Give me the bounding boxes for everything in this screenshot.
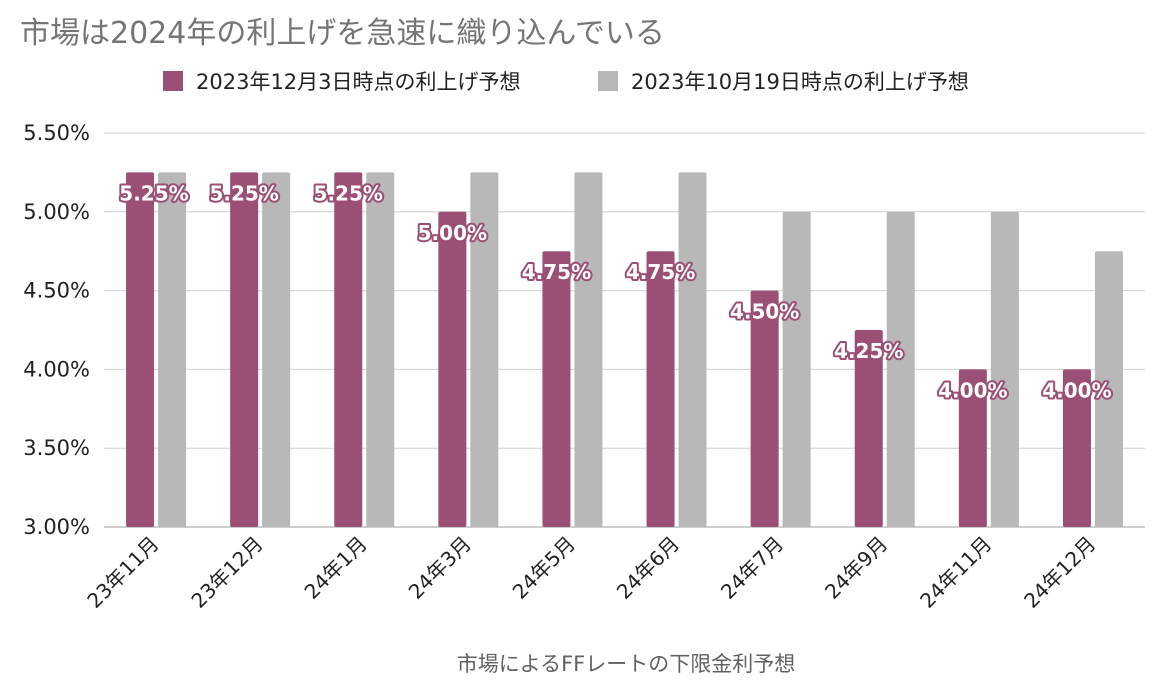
data-label-4: 4.75% bbox=[522, 260, 591, 284]
legend-swatch-1 bbox=[163, 71, 183, 91]
bar-series1-1 bbox=[230, 172, 259, 527]
bar-series1-3 bbox=[438, 211, 467, 528]
y-tick-label: 4.50% bbox=[23, 279, 90, 303]
x-tick-label: 24年3月 bbox=[404, 532, 476, 604]
data-label-0: 5.25% bbox=[119, 181, 188, 205]
legend-swatch-2 bbox=[598, 71, 618, 91]
y-tick-label: 5.00% bbox=[23, 200, 90, 224]
data-label-3: 5.00% bbox=[418, 221, 487, 245]
x-tick-label: 24年9月 bbox=[820, 532, 892, 604]
y-tick-label: 5.50% bbox=[23, 121, 90, 145]
bar-series1-4 bbox=[542, 251, 571, 527]
x-tick-label: 24年6月 bbox=[612, 532, 684, 604]
bar-series1-2 bbox=[334, 172, 363, 527]
bar-series2-5 bbox=[678, 172, 707, 527]
bar-series2-4 bbox=[574, 172, 603, 527]
bar-series2-7 bbox=[886, 211, 915, 528]
bar-series1-9 bbox=[1062, 369, 1091, 527]
bar-series2-9 bbox=[1094, 251, 1123, 527]
bar-series2-1 bbox=[262, 172, 291, 527]
y-tick-label: 3.00% bbox=[23, 515, 90, 539]
y-axis: 5.50% 5.00% 4.50% 4.00% 3.50% 3.00% bbox=[23, 121, 90, 539]
data-label-9: 4.00% bbox=[1042, 378, 1111, 402]
data-label-5: 4.75% bbox=[626, 260, 695, 284]
data-label-2: 5.25% bbox=[314, 181, 383, 205]
bar-series1-8 bbox=[958, 369, 987, 527]
x-tick-label: 24年1月 bbox=[300, 532, 372, 604]
x-tick-label: 24年7月 bbox=[716, 532, 788, 604]
legend-label-2: 2023年10月19日時点の利上げ予想 bbox=[631, 70, 969, 94]
data-labels: 5.25% 5.25% 5.25% 5.00% 4.75% 4.75% 4.50% 4.25%… bbox=[117, 179, 1113, 404]
x-tick-label: 23年12月 bbox=[186, 532, 267, 613]
bar-series2-3 bbox=[470, 172, 499, 527]
bars bbox=[126, 172, 1123, 528]
bar-series2-8 bbox=[990, 211, 1019, 528]
bar-series2-2 bbox=[366, 172, 395, 527]
data-label-6: 4.50% bbox=[730, 300, 799, 324]
chart-title: 市場は2024年の利上げを急速に織り込んでいる bbox=[20, 16, 665, 51]
y-tick-label: 4.00% bbox=[23, 357, 90, 381]
x-axis-title: 市場によるFFレートの下限金利予想 bbox=[457, 652, 796, 676]
y-tick-label: 3.50% bbox=[23, 436, 90, 460]
x-tick-label: 24年5月 bbox=[508, 532, 580, 604]
bar-series1-5 bbox=[646, 251, 675, 527]
x-tick-label: 23年11月 bbox=[82, 532, 163, 613]
bar-series2-0 bbox=[158, 172, 187, 527]
bar-series1-0 bbox=[126, 172, 155, 527]
x-axis: 23年11月 23年12月 24年1月 24年3月 24年5月 24年6月 24年7月 24年… bbox=[82, 532, 1100, 613]
x-tick-label: 24年12月 bbox=[1019, 532, 1100, 613]
x-tick-label: 24年11月 bbox=[915, 532, 996, 613]
bar-series1-6 bbox=[750, 290, 779, 527]
legend-label-1: 2023年12月3日時点の利上げ予想 bbox=[196, 70, 521, 94]
data-label-1: 5.25% bbox=[209, 181, 278, 205]
data-label-7: 4.25% bbox=[834, 339, 903, 363]
data-label-8: 4.00% bbox=[938, 378, 1007, 402]
bar-series1-7 bbox=[854, 330, 883, 527]
bar-series2-6 bbox=[782, 211, 811, 528]
legend: 2023年12月3日時点の利上げ予想 2023年10月19日時点の利上げ予想 bbox=[163, 70, 969, 94]
